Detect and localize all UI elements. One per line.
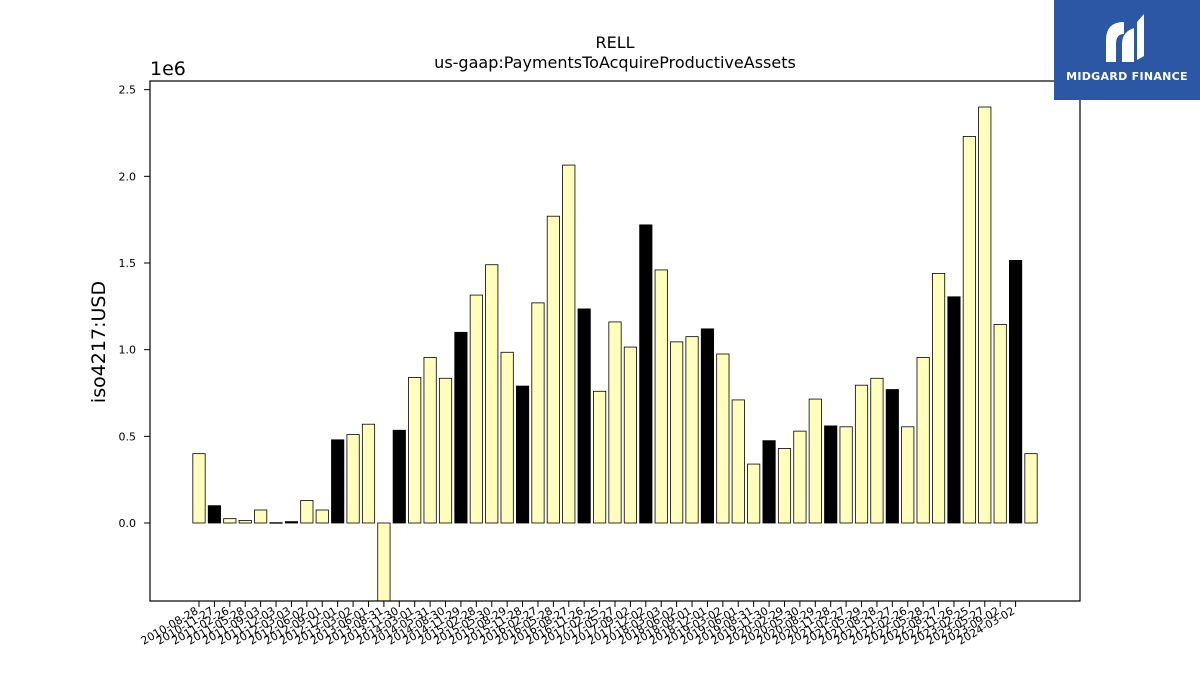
bar-47 [916, 357, 930, 524]
bar-19 [485, 264, 499, 524]
bar-38 [777, 448, 792, 524]
y-ticks-group: 0.0 0.5 1.0 1.5 2.0 2.5 [119, 84, 150, 530]
bar-5 [269, 522, 283, 524]
y-tick-label: 1.5 [119, 257, 137, 270]
bar-2 [223, 518, 237, 524]
bar-36 [747, 463, 761, 524]
bar-30 [654, 269, 668, 524]
bar-22 [531, 302, 545, 524]
y-tick-label: 0.0 [119, 517, 137, 530]
bar-10 [346, 434, 360, 524]
bar-27 [608, 321, 622, 524]
bar-51 [978, 106, 992, 524]
bar-4 [254, 509, 268, 524]
bar-13 [392, 429, 406, 524]
bar-15 [423, 357, 437, 524]
y-tick-label: 2.5 [119, 84, 137, 97]
midgard-finance-logo: MIDGARD FINANCE [1054, 0, 1200, 100]
bar-40 [808, 398, 822, 524]
bar-34 [716, 353, 730, 524]
y-tick-label: 2.0 [119, 170, 137, 183]
bar-39 [793, 430, 807, 524]
bar-41 [824, 425, 838, 524]
chart-subtitle: us-gaap:PaymentsToAcquireProductiveAsset… [434, 53, 796, 72]
y-tick-label: 1.0 [119, 344, 137, 357]
bar-6 [284, 521, 299, 524]
bar-14 [408, 376, 422, 524]
bar-20 [500, 351, 514, 524]
bar-43 [854, 384, 869, 524]
bar-23 [546, 215, 560, 524]
bar-52 [993, 324, 1007, 524]
bar-25 [577, 308, 591, 524]
y-axis-label: iso4217:USD [88, 281, 110, 403]
bar-42 [839, 426, 853, 524]
bar-49 [947, 296, 961, 524]
bar-8 [315, 509, 329, 524]
bar-12 [377, 522, 391, 602]
bar-50 [962, 136, 976, 524]
bars-group [192, 106, 1038, 602]
bar-46 [901, 426, 915, 524]
bar-28 [623, 346, 637, 524]
midgard-logo-icon [1106, 14, 1144, 62]
plot-frame [149, 80, 1081, 602]
bar-16 [438, 377, 453, 524]
bar-54 [1024, 453, 1038, 524]
bar-37 [762, 440, 776, 524]
bar-17 [454, 331, 468, 524]
logo-text: MIDGARD FINANCE [1066, 70, 1188, 83]
y-tick-label: 0.5 [119, 430, 137, 443]
bar-9 [331, 439, 345, 524]
bar-48 [931, 272, 946, 524]
bar-31 [670, 341, 684, 524]
bar-45 [885, 389, 899, 524]
bar-53 [1009, 259, 1023, 524]
bar-1 [207, 505, 221, 524]
bar-35 [731, 399, 745, 524]
chart-title: RELL [595, 33, 634, 52]
bar-33 [700, 328, 715, 524]
bar-7 [300, 500, 314, 524]
bar-29 [639, 224, 653, 524]
bar-24 [562, 164, 576, 524]
bar-26 [593, 390, 607, 524]
bar-44 [870, 377, 884, 524]
bar-21 [515, 385, 530, 524]
bar-32 [685, 336, 699, 524]
x-ticks-group: 2010-08-282010-11-272011-02-262011-05-28… [139, 601, 1017, 648]
bar-11 [361, 423, 376, 524]
bar-3 [238, 520, 252, 524]
bar-0 [192, 453, 206, 524]
y-offset-label: 1e6 [150, 58, 186, 80]
bar-18 [469, 294, 483, 524]
